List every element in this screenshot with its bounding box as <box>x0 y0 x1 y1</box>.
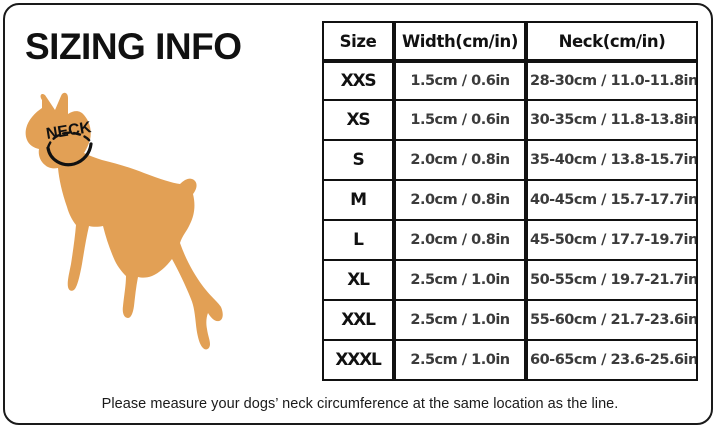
size-table: Size Width(cm/in) Neck(cm/in) XXS 1.5cm … <box>322 21 698 381</box>
neck-collar-solid-arc <box>46 142 93 167</box>
table-header-row: Size Width(cm/in) Neck(cm/in) <box>322 21 698 61</box>
table-row: M 2.0cm / 0.8in 40-45cm / 15.7-17.7in <box>322 181 698 221</box>
cell-size: M <box>322 181 394 221</box>
dog-illustration: NECK <box>14 84 314 384</box>
cell-neck: 35-40cm / 13.8-15.7in <box>526 141 698 181</box>
table-row: L 2.0cm / 0.8in 45-50cm / 17.7-19.7in <box>322 221 698 261</box>
column-header-size: Size <box>322 21 394 61</box>
neck-label: NECK <box>45 119 93 143</box>
cell-size: XL <box>322 261 394 301</box>
table-row: XXXL 2.5cm / 1.0in 60-65cm / 23.6-25.6in <box>322 341 698 381</box>
cell-neck: 60-65cm / 23.6-25.6in <box>526 341 698 381</box>
cell-width: 2.0cm / 0.8in <box>394 221 526 261</box>
measurement-instruction-caption: Please measure your dogs’ neck circumfer… <box>101 396 619 412</box>
cell-width: 2.0cm / 0.8in <box>394 181 526 221</box>
dog-body-shape <box>25 92 223 350</box>
left-panel: SIZING INFO NECK <box>14 14 314 389</box>
neck-collar-dashed-arc <box>46 131 93 150</box>
cell-neck: 30-35cm / 11.8-13.8in <box>526 101 698 141</box>
page-title: SIZING INFO <box>25 26 242 67</box>
cell-size: XXL <box>322 301 394 341</box>
cell-width: 2.5cm / 1.0in <box>394 301 526 341</box>
cell-size: L <box>322 221 394 261</box>
column-header-neck: Neck(cm/in) <box>526 21 698 61</box>
cell-width: 1.5cm / 0.6in <box>394 61 526 101</box>
cell-neck: 55-60cm / 21.7-23.6in <box>526 301 698 341</box>
size-table-container: Size Width(cm/in) Neck(cm/in) XXS 1.5cm … <box>322 21 698 387</box>
cell-size: XXS <box>322 61 394 101</box>
cell-width: 2.5cm / 1.0in <box>394 341 526 381</box>
table-row: XXL 2.5cm / 1.0in 55-60cm / 21.7-23.6in <box>322 301 698 341</box>
cell-neck: 28-30cm / 11.0-11.8in <box>526 61 698 101</box>
cell-width: 1.5cm / 0.6in <box>394 101 526 141</box>
column-header-width: Width(cm/in) <box>394 21 526 61</box>
cell-neck: 45-50cm / 17.7-19.7in <box>526 221 698 261</box>
cell-neck: 50-55cm / 19.7-21.7in <box>526 261 698 301</box>
cell-size: XXXL <box>322 341 394 381</box>
cell-neck: 40-45cm / 15.7-17.7in <box>526 181 698 221</box>
cell-size: XS <box>322 101 394 141</box>
cell-size: S <box>322 141 394 181</box>
table-row: XS 1.5cm / 0.6in 30-35cm / 11.8-13.8in <box>322 101 698 141</box>
cell-width: 2.0cm / 0.8in <box>394 141 526 181</box>
cell-width: 2.5cm / 1.0in <box>394 261 526 301</box>
table-row: XXS 1.5cm / 0.6in 28-30cm / 11.0-11.8in <box>322 61 698 101</box>
table-row: XL 2.5cm / 1.0in 50-55cm / 19.7-21.7in <box>322 261 698 301</box>
table-row: S 2.0cm / 0.8in 35-40cm / 13.8-15.7in <box>322 141 698 181</box>
